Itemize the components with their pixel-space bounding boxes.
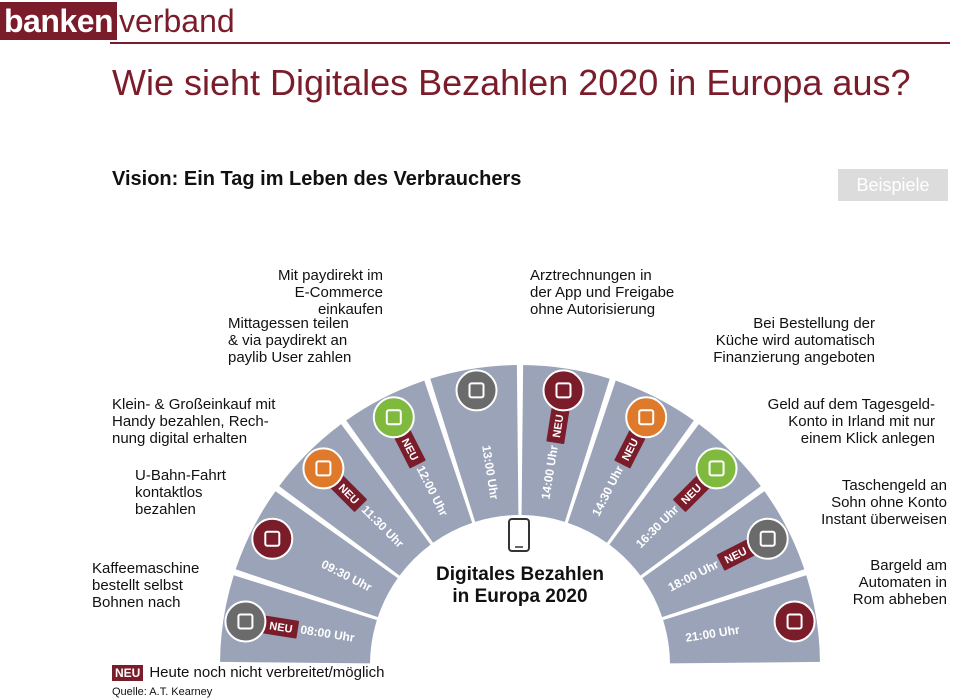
steak-icon xyxy=(302,447,345,490)
legend-text: Heute noch nicht verbreitet/möglich xyxy=(149,664,385,681)
source-note: Quelle: A.T. Kearney xyxy=(112,686,213,698)
segment-label-4: Mittagessen teilen & via paydirekt an pa… xyxy=(228,315,352,366)
smartphone-icon xyxy=(508,518,530,552)
segment-10: 21:00 Uhr xyxy=(663,575,820,664)
tablet-icon xyxy=(455,369,498,412)
coffee-icon xyxy=(224,600,267,643)
svg-text:NEU: NEU xyxy=(268,620,293,635)
segment-label-5: Mit paydirekt im E-Commerce einkaufen xyxy=(277,267,383,318)
segment-label-8: Geld auf dem Tagesgeld- Konto in Irland … xyxy=(767,396,935,447)
euro-banknote-icon xyxy=(773,600,816,643)
bus-icon xyxy=(251,517,294,560)
segment-sector xyxy=(220,575,377,664)
person-icon xyxy=(746,517,789,560)
segment-label-1: Kaffeemaschine bestellt selbst Bohnen na… xyxy=(92,560,200,611)
legend: NEU Heute noch nicht verbreitet/möglich xyxy=(112,664,384,681)
neu-badge: NEU xyxy=(614,430,646,469)
header-rule xyxy=(110,42,950,44)
legend-neu-badge: NEU xyxy=(112,664,144,681)
segment-label-6: Arztrechnungen in der App und Freigabe o… xyxy=(530,267,675,318)
segment-5: 13:00 Uhr xyxy=(430,365,519,522)
rolling-pin-icon xyxy=(625,396,668,439)
neu-badge: NEU xyxy=(716,539,755,571)
neu-badge: NEU xyxy=(262,615,300,639)
beispiele-button[interactable]: Beispiele xyxy=(838,169,948,201)
segment-label-7: Bei Bestellung der Küche wird automatisc… xyxy=(713,315,875,366)
center-title: Digitales Bezahlen in Europa 2020 xyxy=(436,564,604,607)
document-icon xyxy=(695,447,738,490)
page-title: Wie sieht Digitales Bezahlen 2020 in Eur… xyxy=(112,62,911,103)
page-subtitle: Vision: Ein Tag im Leben des Verbraucher… xyxy=(112,168,522,190)
segment-sector xyxy=(663,575,820,664)
bankenverband-logo: banken verband xyxy=(0,2,235,40)
medical-icon xyxy=(542,369,585,412)
segment-label-10: Bargeld am Automaten in Rom abheben xyxy=(852,557,947,608)
neu-badge: NEU xyxy=(394,430,426,469)
segment-sector xyxy=(430,365,519,522)
logo-part-banken: banken xyxy=(0,2,118,40)
money-icon xyxy=(372,396,415,439)
segment-label-9: Taschengeld an Sohn ohne Konto Instant ü… xyxy=(821,477,947,528)
segment-2: 09:30 Uhr xyxy=(235,491,398,618)
segment-label-3: Klein- & Großeinkauf mit Handy bezahlen,… xyxy=(112,396,276,447)
segment-sector xyxy=(521,365,610,522)
svg-text:NEU: NEU xyxy=(551,414,566,439)
logo-part-verband: verband xyxy=(119,3,235,39)
neu-badge: NEU xyxy=(546,407,570,445)
segment-label-2: U-Bahn-Fahrt kontaktlos bezahlen xyxy=(135,467,226,518)
